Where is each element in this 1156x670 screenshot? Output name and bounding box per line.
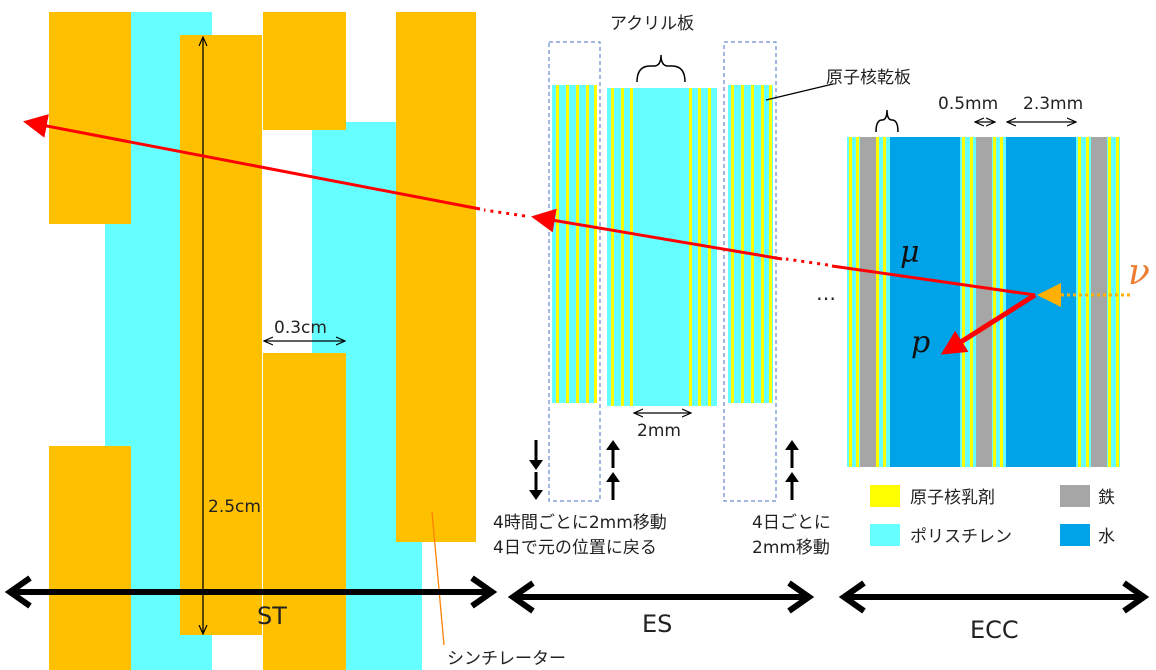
ecc-dots: … [816,281,836,305]
st-scint-bar [180,35,262,635]
down-arrows [529,440,543,500]
muon-track-gap-1 [785,257,829,267]
gap-label: 0.3cm [274,318,327,338]
ecc-water-block [1006,137,1076,467]
es-label: ES [642,610,672,638]
st-section: 2.5cm 0.3cm シンチレーター [49,12,566,670]
st-scint-bar [49,446,131,670]
neutrino-symbol: ν [1128,252,1150,293]
thickness-05-label: 0.5mm [938,94,998,114]
dry-plate-label: 原子核乾板 [826,68,911,88]
proton-track [940,292,1037,355]
es-left-emulsion-films [556,85,597,403]
muon-symbol: μ [900,235,920,270]
es-move-label: 2mm [637,421,681,441]
es-span-arrow [507,580,815,614]
ecc-shift-note-line1: 4日ごとに [752,513,831,533]
st-span-arrow [4,575,498,609]
ecc-label: ECC [970,616,1019,644]
legend-label-iron: 鉄 [1098,488,1115,508]
ecc-section: 0.5mm 2.3mm … [816,94,1120,467]
legend-label-emulsion: 原子核乳剤 [910,488,995,508]
es-section: アクリル板 原子核乾板 2mm 4時間ごとに2mm移動 4日で元の位置に [493,14,911,558]
shift-note-line2: 4日で元の位置に戻る [493,538,657,558]
es-right-emulsion-films [731,85,772,403]
es-right-stack [728,85,773,403]
muon-track-st [23,114,481,211]
ecc-up-arrows [785,440,799,500]
ecc-shift-note-line2: 2mm移動 [752,538,830,558]
particle-tracks: ν μ p [23,114,1150,360]
ecc-iron-plate [860,137,876,467]
legend-swatch-emulsion [870,485,900,507]
scintillator-label: シンチレーター [447,649,566,669]
shift-note-line1: 4時間ごとに2mm移動 [493,513,667,533]
legend-label-polystyrene: ポリスチレン [910,527,1012,547]
es-moving-frame-right [723,41,777,502]
acrylic-label: アクリル板 [610,14,694,34]
st-scint-bar [49,12,131,224]
legend: 原子核乳剤 鉄 ポリスチレン 水 [870,485,1115,547]
st-label: ST [257,602,287,630]
thickness-23-label: 2.3mm [1023,94,1083,114]
legend-swatch-water [1060,524,1090,546]
height-label: 2.5cm [208,497,261,517]
ecc-emulsion-layers [849,137,1119,467]
scintillator-callout-line [431,511,445,646]
st-scint-bar [396,12,476,542]
st-scint-bar [263,353,346,670]
es-moving-frame-left [548,41,601,502]
ecc-water-block [890,137,960,467]
st-scint-bar [263,12,346,130]
up-arrows [606,440,620,500]
muon-track-gap-2 [483,208,526,218]
section-spans: ST ES ECC [4,575,1150,644]
muon-track-es [531,208,783,261]
dry-plate-bracket [875,109,899,133]
legend-label-water: 水 [1098,527,1115,547]
ecc-span-arrow [838,580,1150,614]
es-left-stack [552,85,597,403]
ecc-iron-plate [976,137,992,467]
legend-swatch-iron [1060,485,1090,507]
legend-swatch-polystyrene [870,524,900,546]
dry-plate-callout-line [765,83,834,101]
ecc-iron-plate [1091,137,1107,467]
acrylic-bracket [636,54,686,83]
proton-symbol: p [911,325,930,360]
muon-track-ecc [831,264,1036,297]
